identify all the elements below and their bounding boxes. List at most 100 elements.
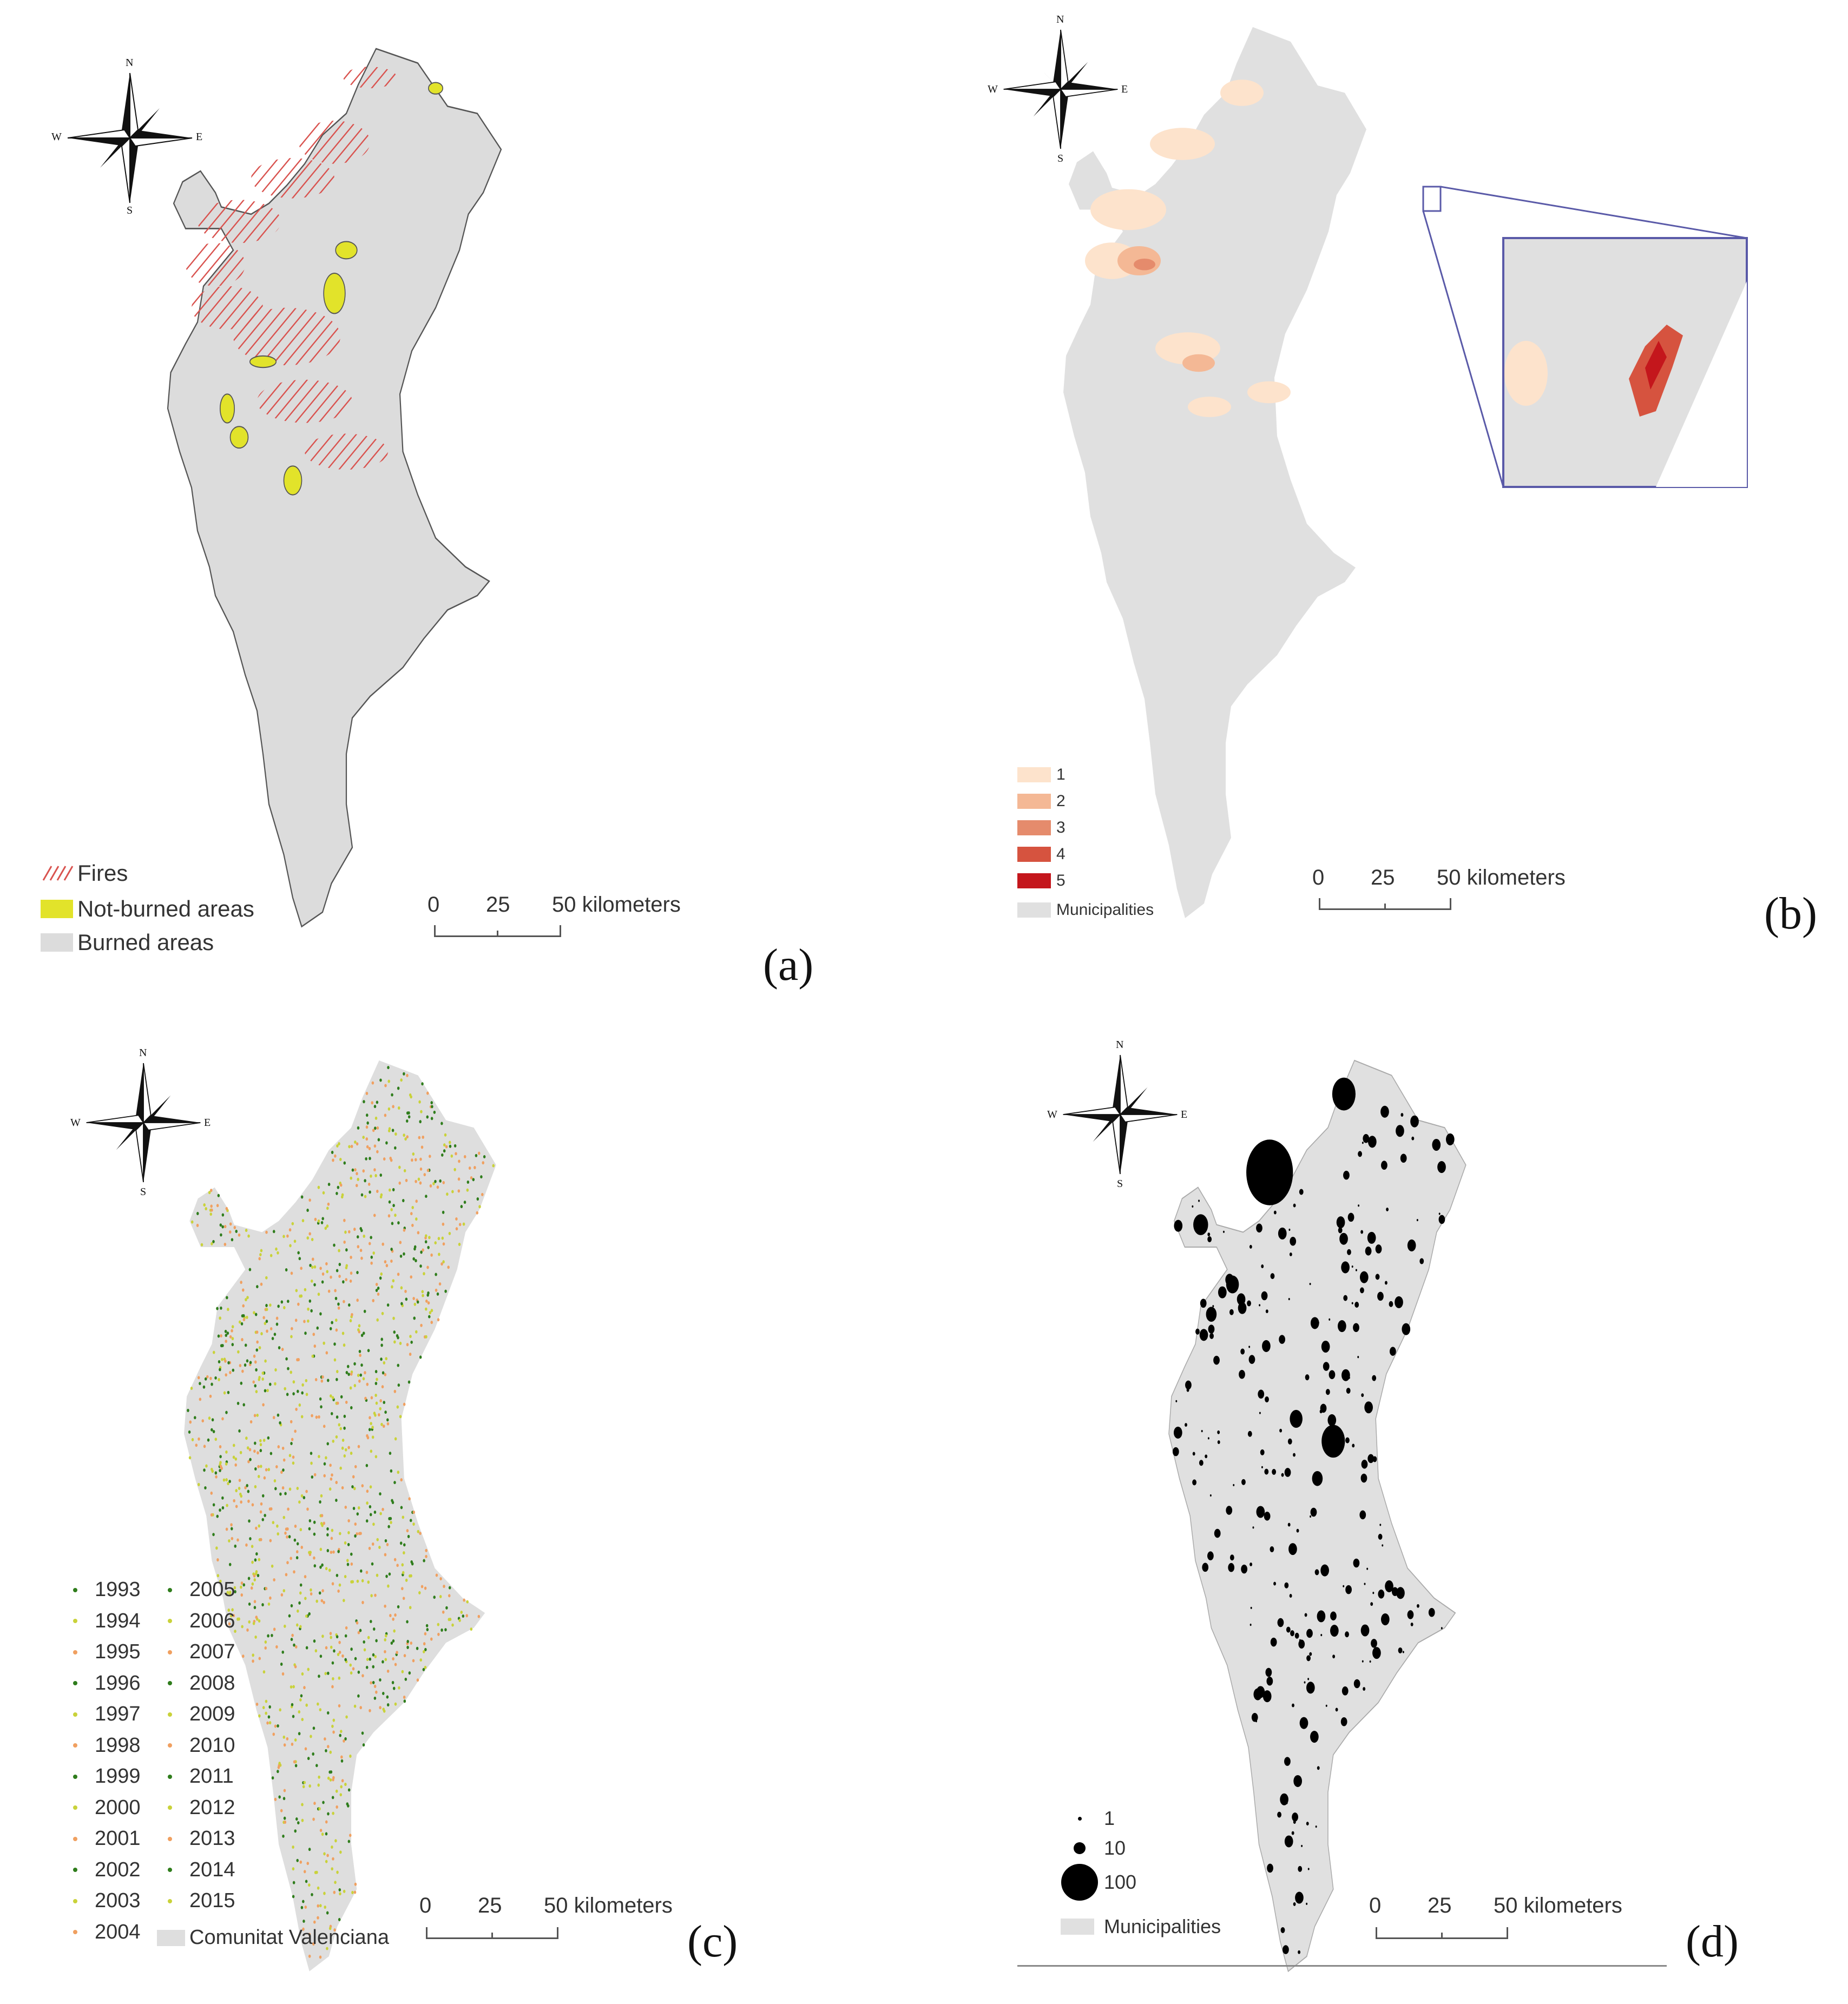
ignition-point [371,1101,373,1105]
ignition-point [292,1881,295,1884]
scale-mid: 25 [1428,1894,1452,1917]
ignition-point [341,1331,345,1335]
ignition-point [359,1532,362,1535]
year-dot-icon [73,1836,77,1841]
ignition-point [357,1328,360,1331]
ignition-point [338,1263,341,1267]
ignition-point [242,1304,245,1308]
ignition-point [275,1465,278,1469]
ignition-point [406,1343,409,1347]
symbol-circle [1217,1440,1220,1444]
ignition-point [397,1383,400,1387]
ignition-point [349,1386,352,1390]
ignition-point [340,1755,343,1759]
ignition-point [255,1526,258,1530]
panel-d: N S W E 1 10 100 Municipalities 0 25 50 [963,1028,1848,2004]
year-legend-item: 2012 [168,1792,235,1824]
ignition-point [265,1711,267,1715]
ignition-point [308,1954,311,1958]
symbol-circle [1312,1471,1323,1486]
symbol-circle [1240,1348,1245,1355]
bottom-rule [1017,1965,1667,1967]
ignition-point [212,1350,215,1354]
ignition-point [225,1462,228,1466]
ignition-point [317,1886,320,1890]
symbol-circle [1284,1582,1289,1588]
symbol-circle [1298,1639,1305,1649]
legend-label: Fires [77,860,128,886]
ignition-point [338,1650,341,1654]
ignition-point [382,1660,384,1664]
ignition-point [345,1715,348,1719]
symbol-circle [1358,1204,1360,1207]
legend-size-1: 1 [1061,1807,1115,1830]
ignition-point [259,1449,262,1453]
ignition-point [298,1257,301,1261]
ignition-point [379,1399,382,1403]
ignition-point [462,1614,465,1618]
ignition-point [384,1084,387,1087]
ignition-point [392,1639,395,1643]
ignition-point [353,1383,357,1388]
ignition-point [390,1641,393,1645]
ignition-point [258,1657,261,1660]
ignition-point [387,1107,391,1111]
ignition-point [466,1188,469,1192]
ignition-point [325,1860,328,1863]
ignition-point [300,1267,302,1270]
ignition-point [430,1101,433,1105]
color-swatch-icon [1017,847,1051,862]
ignition-point [419,1658,422,1662]
ignition-point [329,1327,332,1330]
ignition-point [297,1609,299,1613]
ignition-point [338,1249,340,1252]
ignition-point [343,1414,346,1418]
ignition-point [363,1309,366,1313]
symbol-circle [1226,1506,1233,1515]
ignition-point [246,1296,249,1300]
symbol-circle [1261,1291,1268,1301]
ignition-point [420,1145,424,1149]
ignition-point [379,1678,382,1682]
symbol-circle [1279,1335,1285,1344]
ignition-point [302,1927,305,1931]
ignition-point [350,1552,353,1556]
ignition-point [238,1320,241,1324]
ignition-point [338,1274,341,1278]
panel-b: N S W E [963,0,1848,996]
ignition-point [211,1418,214,1422]
symbol-circle [1411,1136,1415,1141]
ignition-point [357,1126,360,1130]
ignition-point [326,1549,330,1553]
ignition-point [294,1524,297,1528]
ignition-point [277,1532,279,1536]
ignition-point [303,1870,306,1874]
ignition-point [326,1224,329,1228]
ignition-point [219,1508,221,1512]
ignition-point [291,1222,294,1225]
ignition-point [190,1386,193,1390]
ignition-point [387,1214,391,1218]
ignition-point [405,1119,409,1123]
symbol-circle [1317,1610,1326,1623]
symbol-circle [1353,1558,1360,1568]
ignition-point [447,1265,450,1269]
ignition-point [286,1393,289,1396]
ignition-point [345,1248,348,1252]
ignition-point [356,1172,358,1176]
ignition-point [295,1817,298,1821]
ignition-point [478,1151,481,1155]
ignition-point [246,1484,248,1487]
ignition-point [420,1110,423,1113]
ignition-point [286,1561,289,1565]
ignition-point [229,1230,232,1234]
ignition-point [260,1502,263,1506]
compass-s: S [127,205,133,216]
ignition-point [238,1233,241,1237]
symbol-circle [1353,1323,1359,1333]
ignition-point [376,1150,379,1153]
ignition-point [380,1343,383,1347]
symbol-circle [1298,1865,1303,1872]
ignition-point [288,1535,291,1539]
ignition-point [400,1478,403,1482]
